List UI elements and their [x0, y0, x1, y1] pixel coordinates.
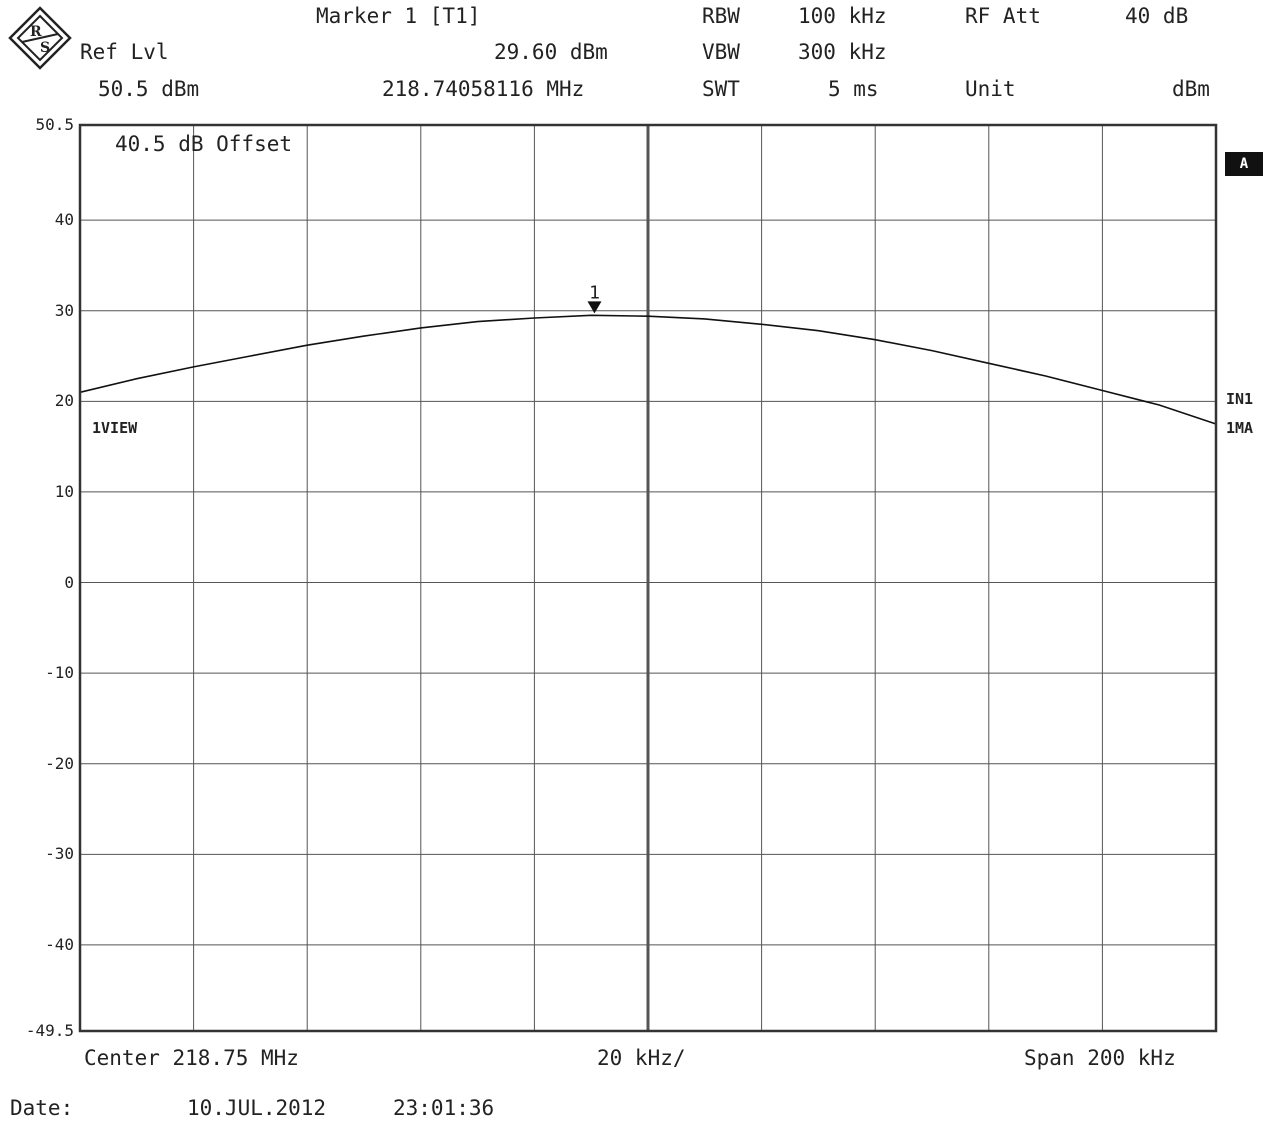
swt-label: SWT [702, 77, 740, 101]
rbw-value: 100 kHz [798, 4, 887, 28]
y-tick-label: 20 [54, 391, 74, 411]
trace-a-badge: A [1225, 152, 1263, 176]
marker-label: Marker 1 [T1] [316, 4, 481, 28]
ref-lvl-value: 50.5 dBm [98, 77, 200, 101]
y-tick-label: 10 [54, 481, 74, 501]
rf-att-value: 40 dB [1125, 4, 1189, 28]
svg-text:S: S [40, 40, 50, 56]
grid [80, 125, 1216, 1031]
y-tick-label: 40 [54, 210, 74, 230]
vbw-value: 300 kHz [798, 40, 887, 64]
marker-1-label: 1 [589, 282, 600, 303]
trace: 1 [79, 282, 1217, 425]
frequency-span: Span 200 kHz [1024, 1046, 1176, 1070]
y-tick-label: -49.5 [25, 1021, 74, 1040]
marker-1-triangle [587, 301, 602, 314]
rbw-label: RBW [702, 4, 740, 28]
y-tick-label: -20 [45, 753, 74, 773]
unit-value: dBm [1172, 77, 1210, 101]
svg-text:R: R [30, 24, 42, 40]
rf-att-label: RF Att [965, 4, 1041, 28]
y-tick-label: -10 [45, 663, 74, 683]
y-tick-label: -30 [45, 844, 74, 864]
date-value: 10.JUL.2012 [187, 1096, 327, 1120]
vbw-label: VBW [702, 40, 740, 64]
date-label: Date: [10, 1096, 74, 1120]
time-value: 23:01:36 [393, 1096, 495, 1120]
frequency-per-division: 20 kHz/ [597, 1046, 686, 1070]
rohde-schwarz-logo: R S [8, 6, 72, 70]
y-tick-label: 50.5 [35, 115, 74, 134]
marker-level: 29.60 dBm [494, 40, 608, 64]
marker-frequency: 218.74058116 MHz [382, 77, 585, 101]
center-frequency: Center 218.75 MHz [84, 1046, 299, 1070]
y-tick-label: 30 [54, 300, 74, 320]
swt-value: 5 ms [828, 77, 879, 101]
y-tick-label: -40 [45, 934, 74, 954]
unit-label: Unit [965, 77, 1016, 101]
spectrum-trace-line [79, 314, 1217, 425]
y-tick-label: 0 [64, 572, 74, 592]
input-indicator: IN1 [1226, 390, 1254, 408]
offset-annotation: 40.5 dB Offset [115, 132, 293, 156]
ref-lvl-label: Ref Lvl [80, 40, 169, 64]
plot-frame [78, 123, 1218, 1033]
view-indicator: 1VIEW [92, 419, 138, 437]
detector-indicator: 1MA [1226, 419, 1254, 437]
